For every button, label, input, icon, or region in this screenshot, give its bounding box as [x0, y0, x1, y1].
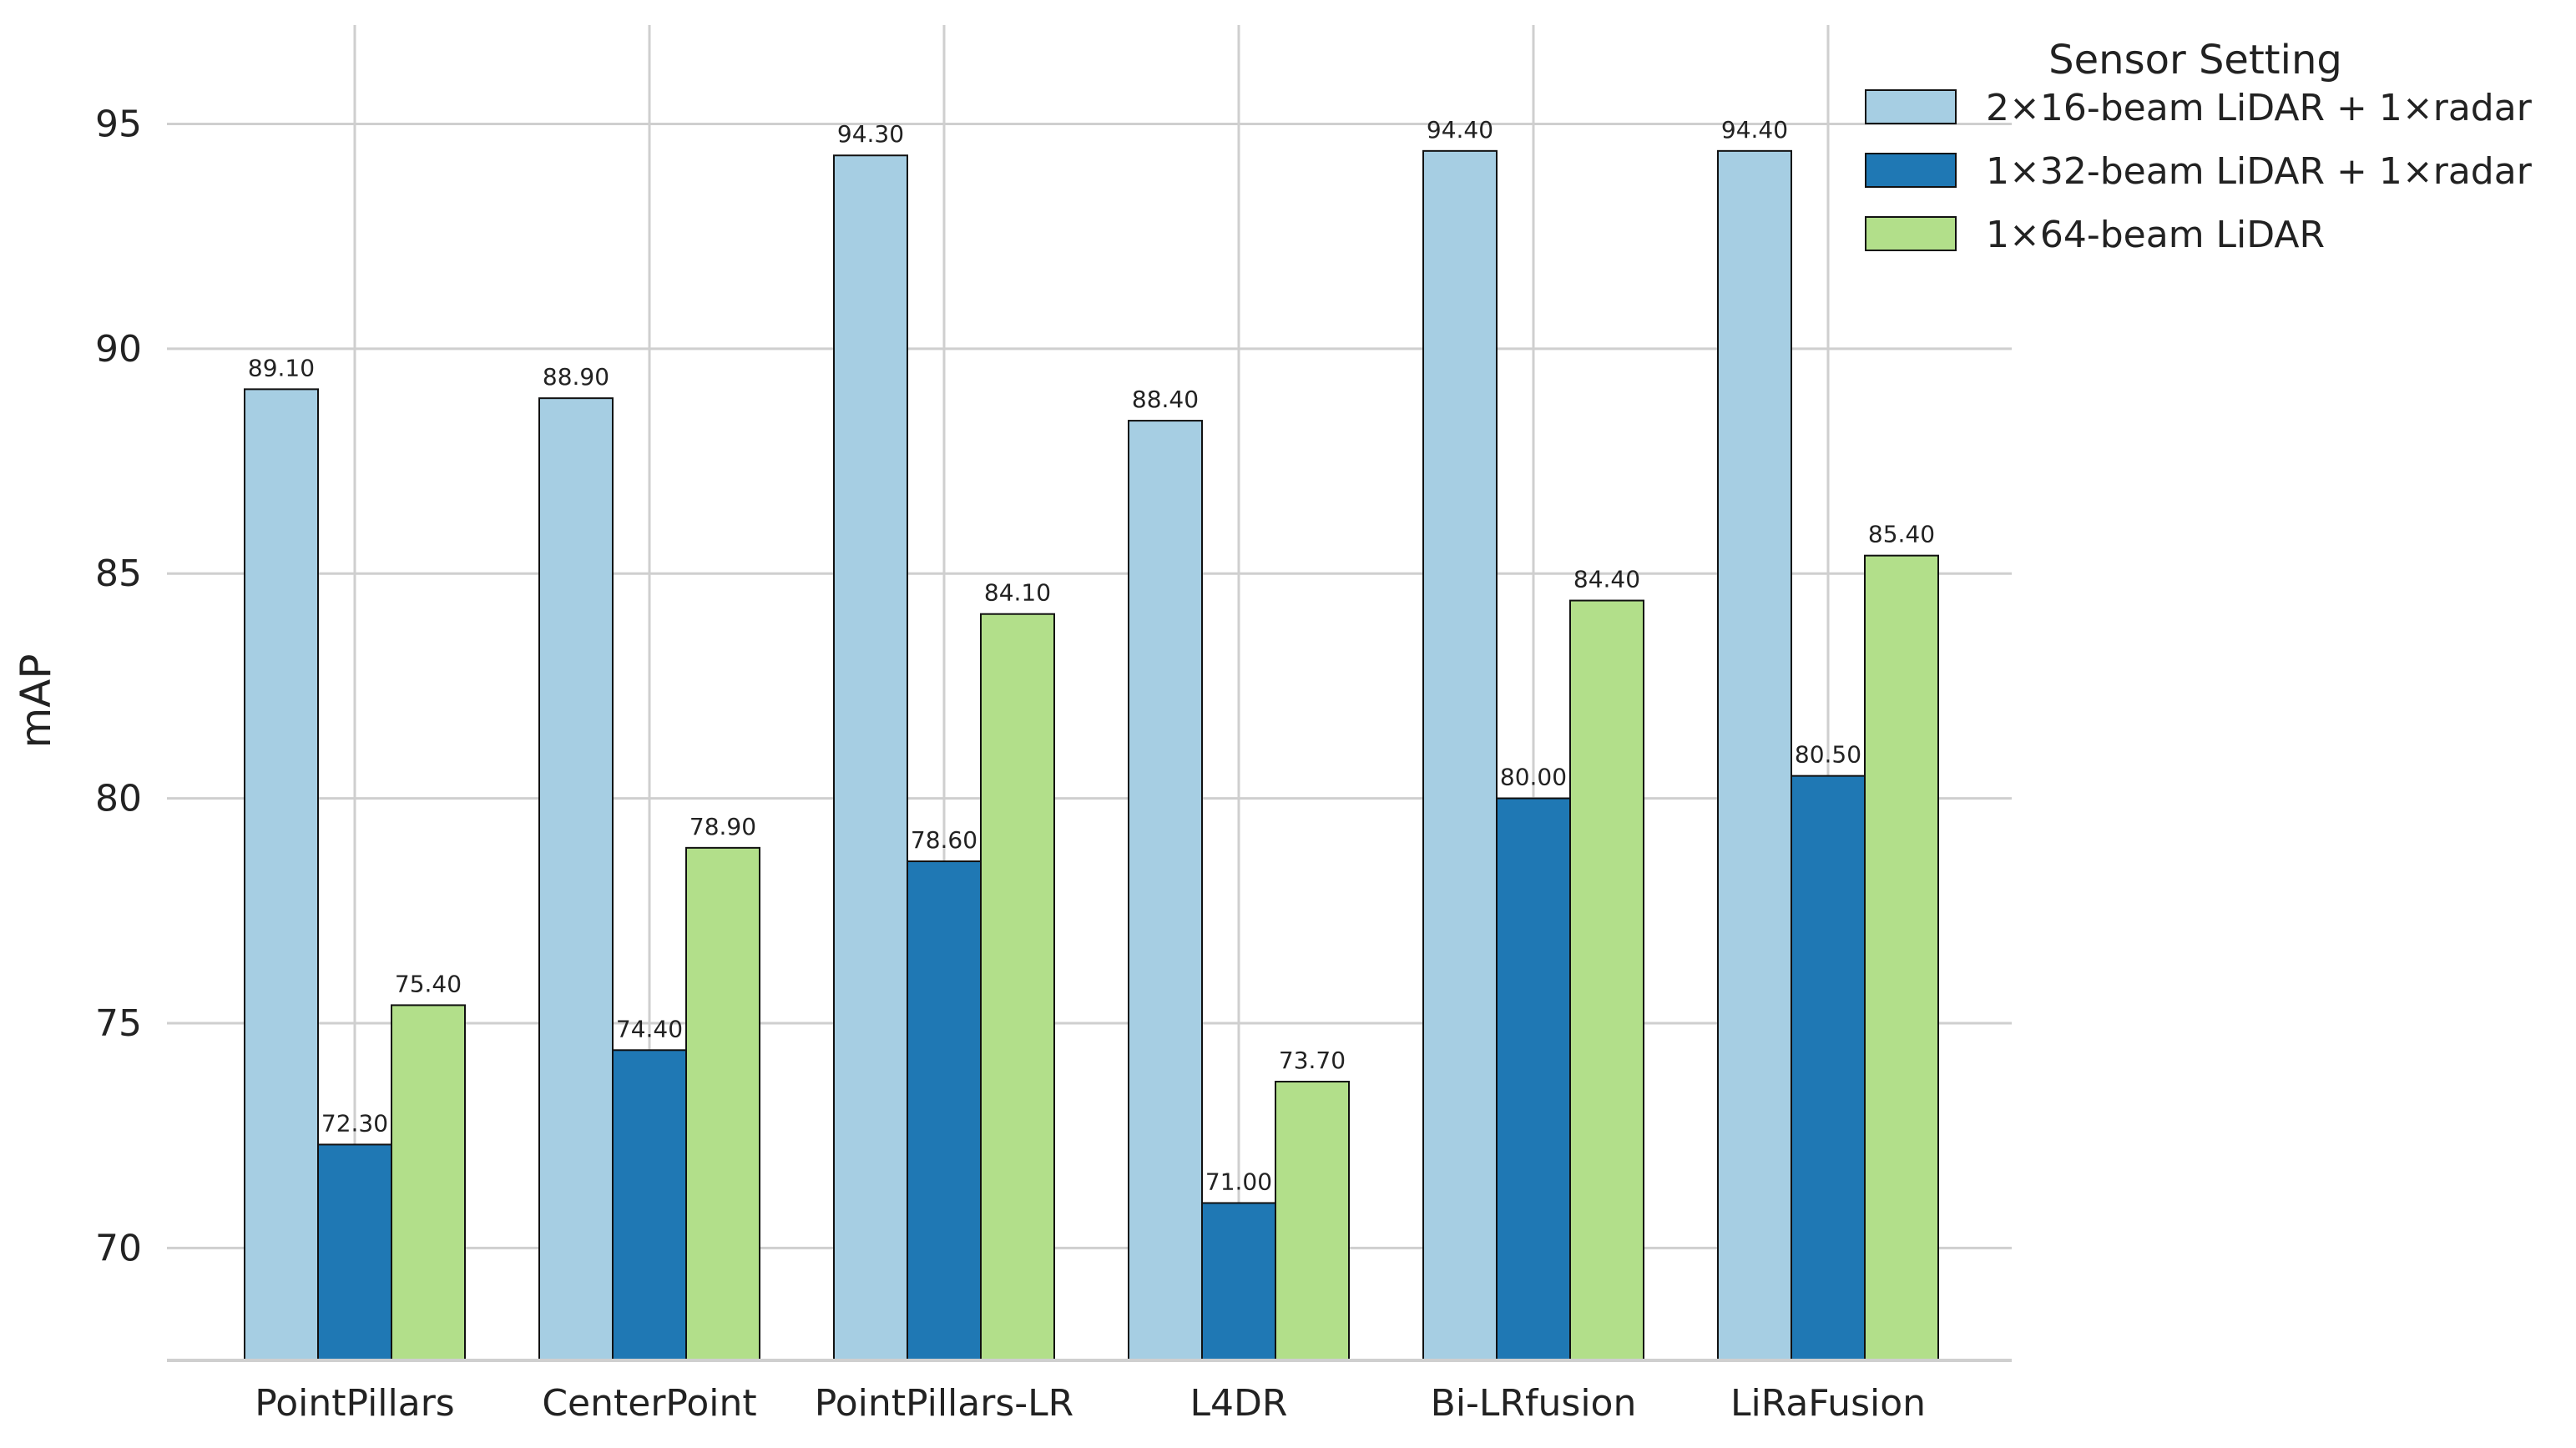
- y-axis-label: mAP: [12, 653, 60, 748]
- labels-layer: 89.10 88.90 94.30 88.40 94.40 94.40 72.30 74.40…: [248, 116, 1935, 1196]
- legend-swatch: [1865, 89, 1957, 124]
- bar: [1422, 149, 1498, 1361]
- bar: [1275, 1080, 1350, 1362]
- y-tick-label: 85: [95, 552, 142, 595]
- bar: [244, 388, 319, 1361]
- bar: [907, 860, 982, 1361]
- bar: [1864, 554, 1939, 1361]
- bar-value-label: 73.70: [1279, 1047, 1346, 1074]
- bar-value-label: 94.40: [1721, 116, 1788, 144]
- legend-swatch: [1865, 153, 1957, 188]
- bar: [685, 846, 760, 1361]
- bar: [1569, 599, 1644, 1361]
- bar-value-label: 85.40: [1868, 521, 1935, 548]
- axis-layer: 70 75 80 85 90 95 PointPillars CenterPoint Point…: [95, 103, 2012, 1425]
- y-tick-label: 70: [95, 1227, 142, 1269]
- grid-layer: [167, 25, 2012, 1360]
- legend-entry-label: 2×16-beam LiDAR + 1×radar: [1986, 87, 2533, 129]
- bar: [980, 613, 1055, 1361]
- y-tick-label: 90: [95, 328, 142, 371]
- y-tick-label: 80: [95, 778, 142, 820]
- legend-title: Sensor Setting: [2048, 37, 2342, 83]
- bar-value-label: 88.40: [1132, 386, 1199, 413]
- legend-entry-label: 1×64-beam LiDAR: [1986, 214, 2325, 256]
- bar-value-label: 78.60: [911, 826, 977, 854]
- bar-value-label: 74.40: [616, 1015, 683, 1042]
- bar-value-label: 78.90: [689, 813, 756, 840]
- bar-value-label: 84.10: [984, 579, 1051, 607]
- x-tick-label: L4DR: [1190, 1382, 1288, 1425]
- bar: [1496, 797, 1571, 1361]
- bar: [317, 1143, 392, 1362]
- x-tick-label: PointPillars: [255, 1382, 454, 1425]
- legend: Sensor Setting 2×16-beam LiDAR + 1×radar…: [1865, 37, 2533, 256]
- bar-value-label: 89.10: [248, 354, 315, 381]
- bar: [538, 397, 614, 1361]
- x-tick-label: LiRaFusion: [1730, 1382, 1926, 1425]
- bar: [1791, 774, 1866, 1361]
- bar: [1128, 420, 1203, 1361]
- bar: [1201, 1202, 1276, 1361]
- bar-value-label: 80.00: [1500, 764, 1567, 791]
- bar-value-label: 88.90: [543, 363, 609, 391]
- bar: [1717, 149, 1792, 1361]
- y-tick-label: 95: [95, 103, 142, 146]
- x-tick-label: Bi-LRfusion: [1431, 1382, 1637, 1425]
- x-tick-label: PointPillars-LR: [815, 1382, 1073, 1425]
- y-tick-label: 75: [95, 1002, 142, 1045]
- bar-value-label: 72.30: [321, 1109, 388, 1137]
- legend-entry-label: 1×32-beam LiDAR + 1×radar: [1986, 150, 2533, 193]
- bar-value-label: 71.00: [1205, 1168, 1272, 1195]
- bar-value-label: 75.40: [395, 970, 462, 997]
- bar-value-label: 80.50: [1795, 741, 1861, 769]
- bar-value-label: 94.30: [837, 120, 904, 148]
- bars-layer: [244, 149, 1939, 1362]
- bar: [833, 154, 908, 1361]
- x-tick-label: CenterPoint: [542, 1382, 756, 1425]
- bar-value-label: 94.40: [1427, 116, 1493, 144]
- legend-swatch: [1865, 216, 1957, 251]
- bar: [612, 1049, 687, 1361]
- bar: [391, 1004, 466, 1361]
- bar-value-label: 84.40: [1573, 566, 1640, 593]
